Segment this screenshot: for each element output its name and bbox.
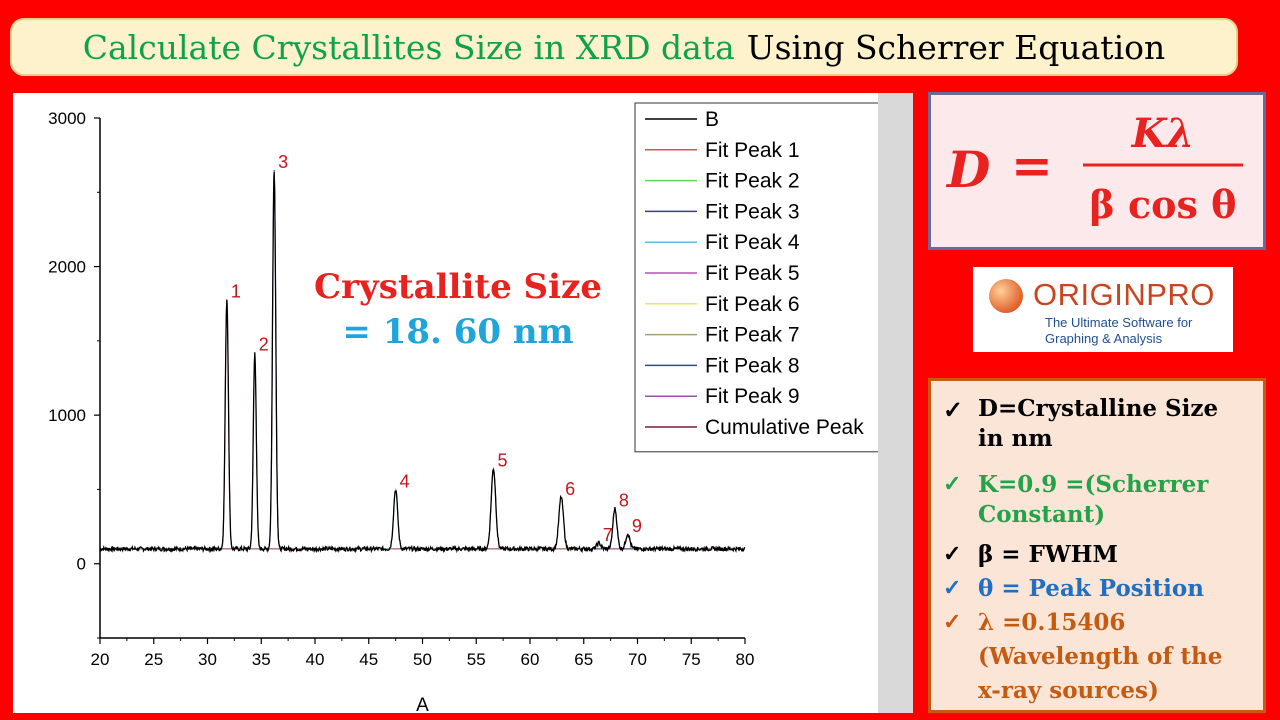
origin-name: ORIGINPRO [1033,277,1215,312]
chart-scrollbar[interactable] [878,93,913,713]
formula-svg: D = Kλ β cos θ [945,110,1243,227]
crystallite-size-value: = 18. 60 nm [342,312,573,352]
y-tick-label: 1000 [48,406,86,425]
origin-globe-icon [989,279,1023,313]
check-icon: ✓ [943,471,962,497]
legend-entry: Fit Peak 7 [705,324,800,347]
legend-entry: Fit Peak 5 [705,262,800,285]
definition-text: in nm [978,425,1053,452]
title-part-2: Using Scherrer Equation [746,27,1166,67]
formula-denominator: β cos θ [1090,182,1237,227]
y-tick-label: 0 [77,555,86,574]
peak-label: 2 [259,335,269,355]
fit-peak-1-curve [211,299,242,550]
origin-tagline-2: Graphing & Analysis [1045,331,1163,346]
formula-equals: = [1011,136,1053,195]
formula-lhs: D [945,140,990,199]
fit-peak-4-curve [376,487,415,550]
formula-numerator: Kλ [1131,110,1195,157]
x-tick-label: 80 [736,650,755,669]
legend-entry: Cumulative Peak [705,416,864,439]
peak-label: 8 [619,491,629,511]
fit-peak-6-curve [539,495,583,550]
peak-label: 3 [278,152,288,172]
x-tick-label: 50 [413,650,432,669]
check-icon: ✓ [943,395,964,424]
definition-text: λ =0.15406 [978,609,1126,636]
check-icon: ✓ [943,609,962,635]
xrd-chart-panel: 20 25 30 35 40 45 50 55 60 65 70 75 80 0 1000 2000 3000 A… [13,93,913,713]
legend-entry: B [705,108,719,131]
peak-label: 4 [400,471,410,491]
peak-label: 6 [565,479,575,499]
xrd-data-line [99,172,746,554]
peak-label: 9 [632,516,642,536]
x-tick-label: 65 [574,650,593,669]
x-tick-label: 35 [252,650,271,669]
x-tick-label: 30 [198,650,217,669]
y-tick-label: 3000 [48,109,86,128]
legend-entry: Fit Peak 2 [705,170,800,193]
legend-entry: Fit Peak 4 [705,231,800,254]
x-tick-label: 40 [306,650,325,669]
definition-text: θ = Peak Position [978,575,1204,602]
legend-entry: Fit Peak 3 [705,200,800,223]
legend-entry: Fit Peak 1 [705,139,800,162]
fit-peak-3-curve [259,169,289,550]
definition-text: (Wavelength of the [978,643,1223,670]
legend-entry: Fit Peak 8 [705,354,800,377]
legend-entry: Fit Peak 9 [705,385,800,408]
xrd-chart: 20 25 30 35 40 45 50 55 60 65 70 75 800100020003000A… [48,102,911,713]
x-tick-label: 70 [628,650,647,669]
title-bar: Calculate Crystallites Size in XRD data … [10,18,1238,76]
definition-text: x-ray sources) [978,677,1159,704]
check-icon: ✓ [943,575,962,601]
legend-frame [634,102,911,453]
check-icon: ✓ [943,541,962,567]
crystallite-size-label: Crystallite Size [314,267,602,307]
x-tick-label: 60 [521,650,540,669]
origin-tagline-1: The Ultimate Software for [1045,315,1193,330]
fit-peak-2-curve [240,352,269,550]
y-tick-label: 2000 [48,258,86,277]
definition-text: K=0.9 =(Scherrer [978,471,1209,498]
fit-peak-5-curve [471,466,515,550]
peak-label: 7 [603,525,613,545]
x-tick-label: 75 [682,650,701,669]
definition-text: β = FWHM [978,541,1118,568]
scherrer-formula: D = Kλ β cos θ [928,92,1266,250]
originpro-logo: ORIGINPRO The Ultimate Software for Grap… [973,267,1233,352]
definitions-box: ✓ D=Crystalline Size in nm ✓ K=0.9 =(Sch… [928,378,1266,713]
x-tick-label: 20 [91,650,110,669]
x-tick-label: 25 [144,650,163,669]
x-tick-label: 55 [467,650,486,669]
peak-label: 1 [231,281,241,301]
legend-entry: Fit Peak 6 [705,293,800,316]
definition-text: Constant) [978,501,1106,528]
fit-peak-8-curve [595,507,635,550]
definition-text: D=Crystalline Size [978,395,1219,422]
peak-label: 5 [497,451,507,471]
x-axis-label: A [416,695,429,713]
title-part-1: Calculate Crystallites Size in XRD data [82,27,735,67]
x-tick-label: 45 [359,650,378,669]
